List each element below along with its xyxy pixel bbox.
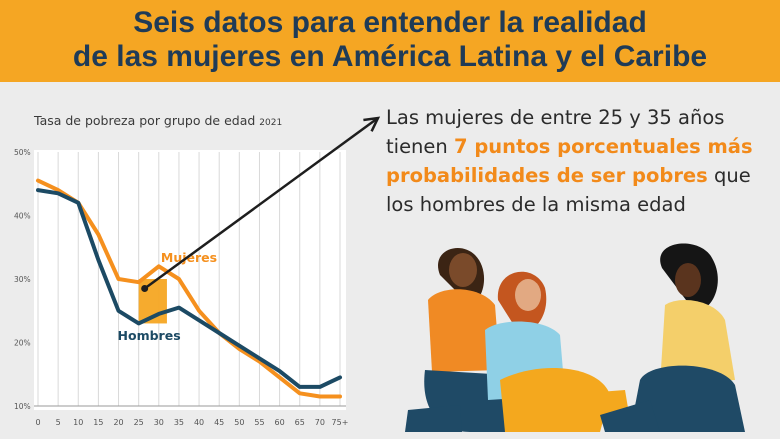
title-line-2: de las mujeres en América Latina y el Ca… [72, 40, 708, 73]
x-tick-25: 25 [134, 418, 144, 427]
series-line-mujeres [36, 178, 342, 399]
chart-title-year: 2021 [259, 118, 283, 128]
plot-background [34, 150, 346, 410]
x-tick-0: 0 [35, 418, 40, 427]
y-tick-10: 10% [14, 402, 31, 411]
y-tick-20: 20% [14, 339, 31, 348]
series-line-hombres [36, 188, 342, 389]
series-label-hombres: Hombres [118, 328, 181, 343]
x-tick-70: 70 [315, 418, 325, 427]
title-banner: Seis datos para entender la realidad de … [0, 0, 780, 82]
x-tick-30: 30 [154, 418, 164, 427]
pointer-arrow-line [143, 116, 379, 290]
x-tick-20: 20 [113, 418, 123, 427]
x-tick-35: 35 [174, 418, 184, 427]
x-tick-60: 60 [275, 418, 285, 427]
x-tick-10: 10 [73, 418, 83, 427]
chart-title-text: Tasa de pobreza por grupo de edad [34, 113, 256, 128]
x-tick-50: 50 [234, 418, 244, 427]
x-tick-75+: 75+ [332, 418, 349, 427]
pointer-arrow-origin [141, 285, 149, 293]
statement-part-2: que los hombres de la misma edad [386, 164, 751, 216]
key-fact-statement: Las mujeres de entre 25 y 35 años tienen… [386, 103, 771, 219]
chart-title: Tasa de pobreza por grupo de edad 2021 [34, 113, 282, 128]
page-title: Seis datos para entender la realidad de … [0, 6, 780, 74]
y-tick-40: 40% [14, 212, 31, 221]
x-tick-45: 45 [214, 418, 224, 427]
statement-highlight: 7 puntos porcentuales más probabilidades… [386, 135, 753, 187]
x-tick-5: 5 [56, 418, 61, 427]
x-tick-40: 40 [194, 418, 204, 427]
woman-middle-figure [485, 271, 630, 432]
x-tick-55: 55 [254, 418, 264, 427]
statement-part-1: Las mujeres de entre 25 y 35 años tienen [386, 106, 725, 158]
y-tick-50: 50% [14, 148, 31, 157]
title-line-1: Seis datos para entender la realidad [133, 6, 647, 39]
x-tick-65: 65 [295, 418, 305, 427]
x-tick-15: 15 [93, 418, 103, 427]
y-tick-30: 30% [14, 275, 31, 284]
woman-right-figure [600, 243, 745, 432]
pointer-arrow-head [363, 116, 381, 132]
